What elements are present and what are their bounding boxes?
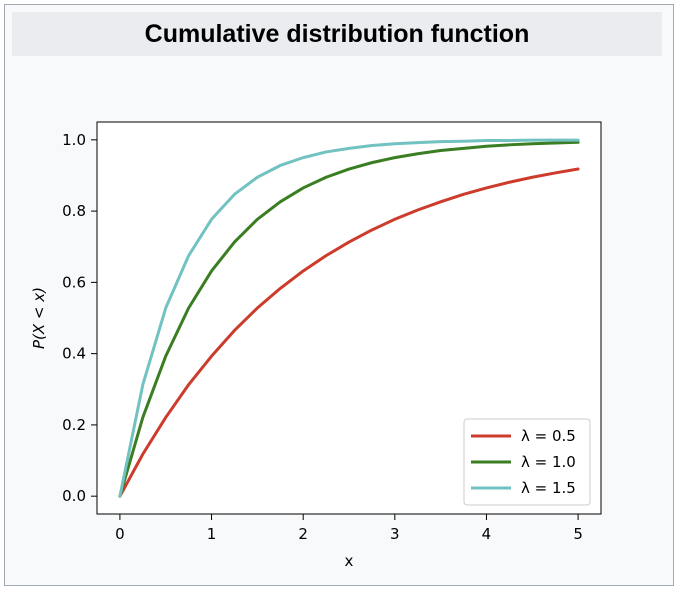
- legend-label-2: λ = 1.5: [521, 479, 576, 497]
- legend-box: [463, 418, 591, 506]
- x-tick-label: 5: [573, 525, 583, 543]
- x-tick-label: 3: [390, 525, 400, 543]
- x-tick-label: 0: [115, 525, 125, 543]
- x-tick-label: 1: [207, 525, 217, 543]
- y-axis: 0.0 0.2 0.4 0.6 0.8 1.0: [62, 131, 97, 505]
- y-tick-label: 0.6: [62, 273, 86, 291]
- y-tick-label: 0.0: [62, 487, 86, 505]
- legend-label-0: λ = 0.5: [521, 427, 576, 445]
- legend: λ = 0.5 λ = 1.0 λ = 1.5: [463, 418, 591, 506]
- y-tick-label: 0.8: [62, 202, 86, 220]
- y-tick-label: 0.2: [62, 416, 86, 434]
- series-line-0: [118, 167, 580, 498]
- x-axis-label: x: [345, 552, 354, 570]
- plot-border: [96, 121, 602, 515]
- y-tick-label: 1.0: [62, 131, 86, 149]
- y-axis-label: P(X < x): [30, 287, 48, 349]
- x-tick-label: 2: [298, 525, 308, 543]
- series-lines: [118, 138, 580, 498]
- x-axis: 0 1 2 3 4 5: [115, 514, 583, 543]
- chart-title: Cumulative distribution function: [12, 12, 662, 56]
- y-tick-label: 0.4: [62, 345, 86, 363]
- series-line-1: [118, 140, 580, 498]
- legend-label-1: λ = 1.0: [521, 453, 576, 471]
- x-tick-label: 4: [482, 525, 492, 543]
- series-line-2: [118, 138, 580, 498]
